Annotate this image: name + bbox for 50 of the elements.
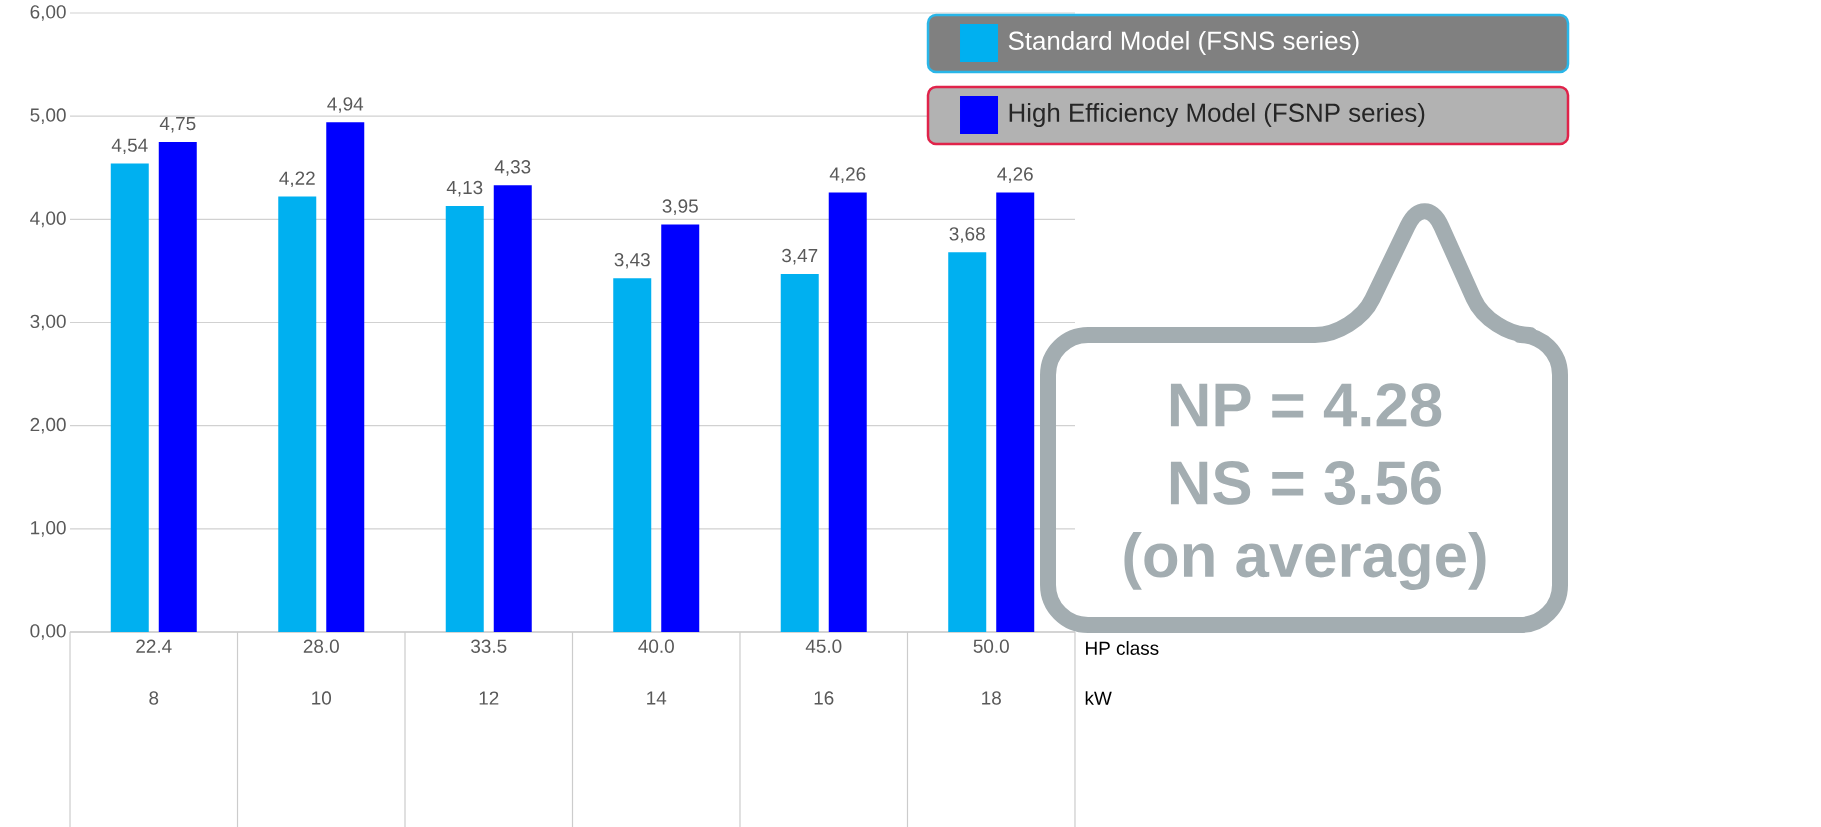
y-tick-label: 2,00: [30, 417, 66, 434]
x-tick-label: 40.0: [638, 639, 674, 653]
text: 8: [149, 691, 159, 705]
x-tick-label: 33.5: [471, 639, 507, 653]
bar: [326, 122, 365, 632]
bar: [110, 163, 149, 632]
text: 18: [982, 691, 1001, 705]
text: NP = 4.28: [1170, 383, 1442, 427]
bar: [948, 252, 987, 632]
data-label: 3,68: [949, 227, 985, 243]
data-label: 3,47: [782, 248, 818, 265]
x-tick-label: 45.0: [805, 639, 842, 653]
data-label: 3,43: [614, 252, 650, 269]
data-label: 4,54: [111, 138, 148, 155]
data-label: 4,26: [829, 167, 866, 183]
x-tick-label: 50.0: [973, 639, 1009, 653]
bar: [780, 274, 819, 632]
bar: [613, 278, 652, 632]
bar: [278, 196, 317, 632]
text: HP class: [1086, 641, 1159, 655]
bar: [661, 224, 700, 632]
text: NS = 3.56: [1170, 461, 1441, 505]
bar: [996, 192, 1035, 632]
legend-label: Standard Model (FSNS series): [1008, 30, 1359, 56]
y-tick-label: 5,00: [30, 108, 66, 124]
data-label: 4,13: [446, 180, 483, 197]
y-tick-label: 4,00: [30, 211, 66, 228]
bar: [828, 192, 867, 632]
y-tick-label: 1,00: [31, 521, 66, 537]
bar: [445, 205, 484, 632]
bar: [493, 185, 532, 632]
data-label: 4,26: [997, 167, 1033, 183]
data-label: 3,95: [662, 199, 698, 215]
text: (on average): [1124, 532, 1486, 590]
x-tick-label: 22.4: [136, 639, 172, 653]
y-tick-label: 0,00: [30, 624, 66, 640]
text: 16: [814, 691, 834, 705]
y-tick-label: 6,00: [30, 5, 66, 21]
text: 14: [647, 691, 667, 705]
y-tick-label: 3,00: [30, 314, 66, 331]
data-label: 4,75: [159, 116, 196, 133]
x-tick-label: 28.0: [303, 639, 339, 653]
bar: [158, 141, 197, 632]
text: 12: [479, 691, 499, 705]
text: kW: [1085, 691, 1112, 705]
data-label: 4,94: [327, 97, 364, 113]
data-label: 4,33: [494, 160, 531, 176]
text: 10: [312, 691, 332, 705]
data-label: 4,22: [279, 171, 315, 188]
legend-label: High Efficiency Model (FSNP series): [1009, 102, 1425, 128]
